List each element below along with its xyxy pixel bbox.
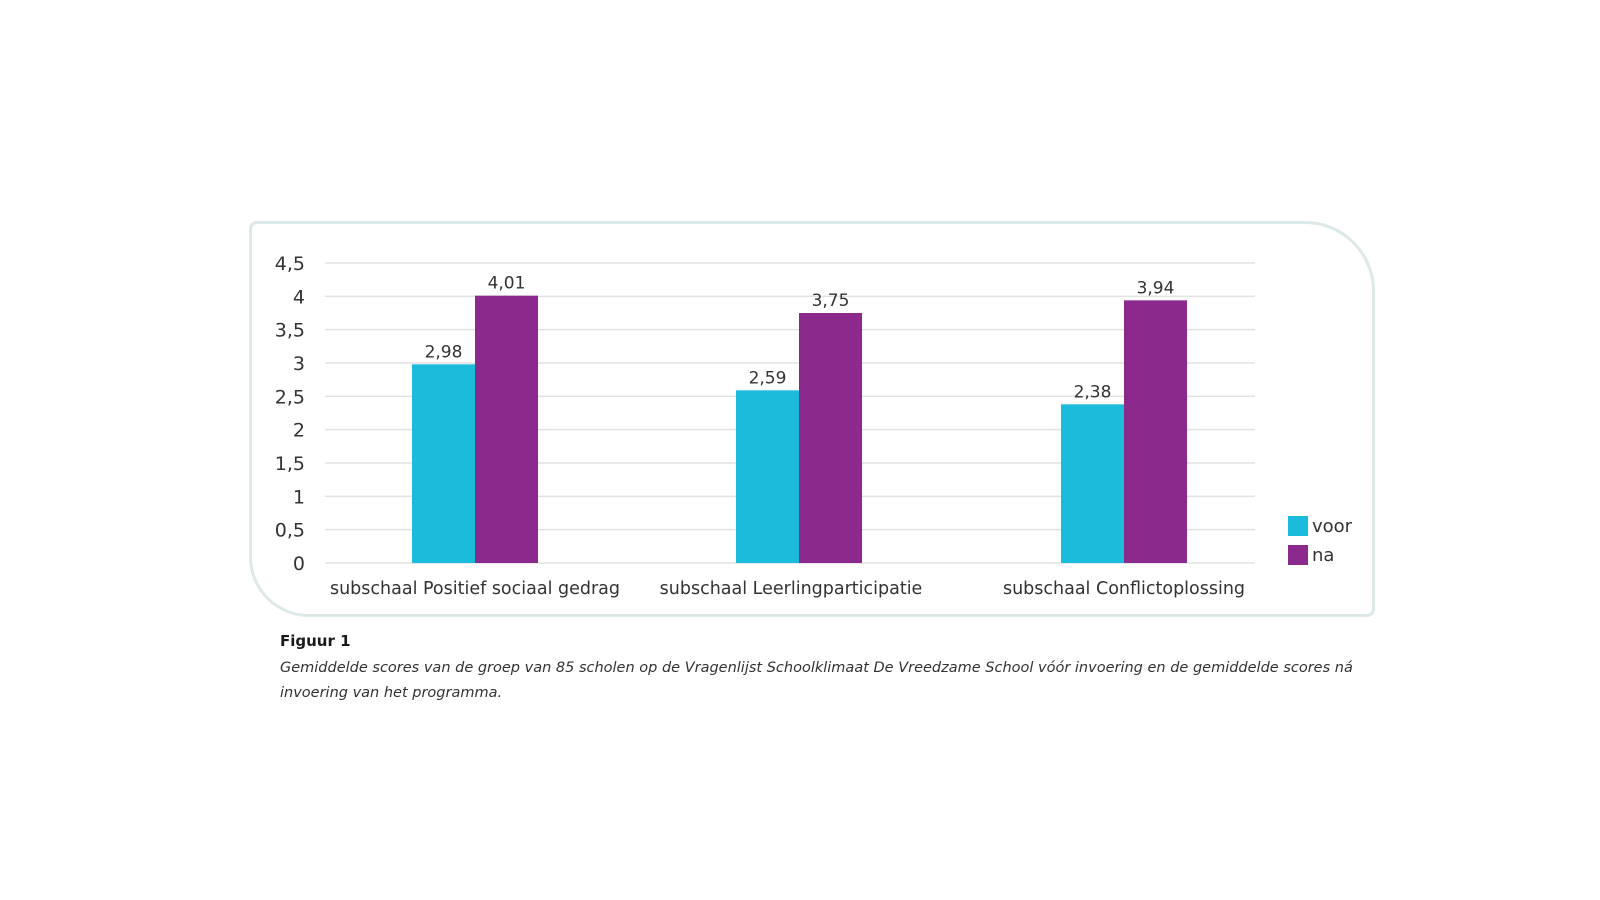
chart-frame bbox=[249, 221, 1375, 617]
data-label: 2,38 bbox=[1074, 382, 1112, 402]
y-tick-label: 3 bbox=[293, 353, 305, 375]
legend-swatch-na bbox=[1288, 545, 1308, 565]
category-label: subschaal Conflictoplossing bbox=[1003, 579, 1245, 599]
bar-voor bbox=[412, 364, 475, 563]
legend-swatch-voor bbox=[1288, 516, 1308, 536]
y-tick-label: 1 bbox=[293, 486, 305, 508]
data-label: 3,94 bbox=[1137, 278, 1175, 298]
data-label: 2,59 bbox=[749, 368, 787, 388]
y-tick-label: 2,5 bbox=[275, 386, 305, 408]
bar-na bbox=[475, 295, 538, 563]
data-label: 2,98 bbox=[425, 342, 463, 362]
legend-label-voor: voor bbox=[1312, 516, 1353, 537]
y-tick-label: 0,5 bbox=[275, 520, 305, 542]
y-tick-label: 4 bbox=[293, 286, 305, 308]
data-label: 3,75 bbox=[812, 291, 850, 311]
figure-caption: Gemiddelde scores van de groep van 85 sc… bbox=[280, 660, 1353, 701]
figure-title: Figuur 1 bbox=[280, 632, 351, 650]
bar-voor bbox=[1061, 404, 1124, 563]
y-tick-label: 2 bbox=[293, 420, 305, 442]
y-tick-label: 0 bbox=[293, 553, 305, 575]
category-label: subschaal Positief sociaal gedrag bbox=[330, 579, 620, 599]
y-tick-label: 4,5 bbox=[275, 253, 305, 275]
bar-na bbox=[799, 313, 862, 563]
category-label: subschaal Leerlingparticipatie bbox=[660, 579, 923, 599]
y-tick-label: 3,5 bbox=[275, 320, 305, 342]
data-label: 4,01 bbox=[488, 274, 526, 294]
bar-na bbox=[1124, 300, 1187, 563]
bar-voor bbox=[736, 390, 799, 563]
legend-label-na: na bbox=[1312, 545, 1334, 566]
y-tick-label: 1,5 bbox=[275, 453, 305, 475]
